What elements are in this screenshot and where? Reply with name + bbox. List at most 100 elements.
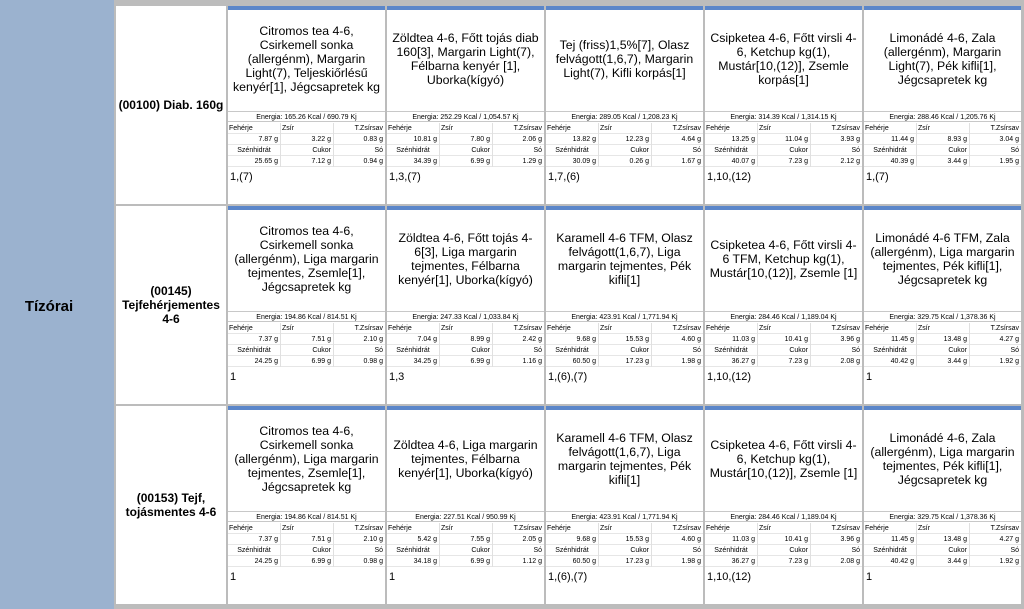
salt-value: 1.67 g [652,156,703,167]
sugar-value: 6.99 g [281,556,333,567]
sat-fat-label: T.Zsírsav [493,323,544,334]
fat-label: Zsír [281,523,333,534]
sugar-value: 6.99 g [440,156,492,167]
sugar-label: Cukor [281,145,333,156]
sugar-label: Cukor [599,345,651,356]
diet-row: (00145) Tejfehérjementes 4-6 Citromos tea… [116,206,1022,404]
sugar-label: Cukor [440,545,492,556]
salt-label: Só [493,145,544,156]
allergen-codes: 1,(6),(7) [548,371,588,383]
fat-label: Zsír [917,123,969,134]
carb-label: Szénhidrát [705,545,757,556]
protein-label: Fehérje [387,323,439,334]
sat-fat-value: 3.96 g [811,334,862,345]
carb-label: Szénhidrát [228,345,280,356]
allergen-codes: 1,10,(12) [707,571,752,583]
carb-value: 24.25 g [228,356,280,367]
energy-value: Energia: 194.86 Kcal / 814.51 Kj [228,511,385,522]
allergen-codes: 1 [230,571,237,583]
allergen-codes: 1,10,(12) [707,371,752,383]
sat-fat-label: T.Zsírsav [493,123,544,134]
allergen-codes: 1,(7) [866,171,889,183]
carb-label: Szénhidrát [864,345,916,356]
day-accent-bar [864,406,1021,410]
carb-label: Szénhidrát [387,545,439,556]
protein-value: 13.25 g [705,134,757,145]
protein-value: 7.04 g [387,334,439,345]
day-accent-bar [228,406,385,410]
sat-fat-label: T.Zsírsav [334,523,385,534]
carb-value: 24.25 g [228,556,280,567]
allergen-codes: 1,3 [389,371,405,383]
sugar-value: 17.23 g [599,356,651,367]
day-cell: Csipketea 4-6, Főtt virsli 4-6, Ketchup … [705,406,862,604]
carb-label: Szénhidrát [546,545,598,556]
protein-value: 9.68 g [546,334,598,345]
day-cell: Citromos tea 4-6, Csirkemell sonka (alle… [228,406,385,604]
carb-label: Szénhidrát [546,145,598,156]
salt-value: 1.95 g [970,156,1021,167]
sat-fat-label: T.Zsírsav [811,123,862,134]
nutrition-table: Fehérje Zsír T.Zsírsav 11.03 g 10.41 g 3.96 g… [705,323,862,367]
protein-label: Fehérje [387,123,439,134]
sugar-value: 6.99 g [440,356,492,367]
sugar-value: 7.23 g [758,156,810,167]
sat-fat-value: 4.60 g [652,334,703,345]
sugar-value: 7.12 g [281,156,333,167]
meal-description: Citromos tea 4-6, Csirkemell sonka (alle… [234,224,379,294]
menu-grid: (00100) Diab. 160g Citromos tea 4-6, Csir… [114,0,1024,609]
nutrition-table: Fehérje Zsír T.Zsírsav 11.45 g 13.48 g 4.27 g… [864,323,1021,367]
salt-label: Só [493,545,544,556]
nutrition-table: Fehérje Zsír T.Zsírsav 5.42 g 7.55 g 2.05 g Sz… [387,523,544,567]
sugar-value: 6.99 g [440,556,492,567]
sat-fat-value: 4.60 g [652,534,703,545]
fat-label: Zsír [758,123,810,134]
energy-value: Energia: 329.75 Kcal / 1,378.36 Kj [864,511,1021,522]
day-accent-bar [546,406,703,410]
sugar-value: 3.44 g [917,156,969,167]
fat-value: 8.99 g [440,334,492,345]
salt-label: Só [970,345,1021,356]
carb-label: Szénhidrát [387,345,439,356]
sat-fat-value: 2.42 g [493,334,544,345]
carb-value: 30.09 g [546,156,598,167]
energy-value: Energia: 289.05 Kcal / 1,208.23 Kj [546,111,703,122]
nutrition-table: Fehérje Zsír T.Zsírsav 13.25 g 11.04 g 3.93 g… [705,123,862,167]
energy-value: Energia: 288.46 Kcal / 1,205.76 Kj [864,111,1021,122]
meal-time-column: Tízórai [0,0,114,609]
energy-value: Energia: 423.91 Kcal / 1,771.94 Kj [546,511,703,522]
day-accent-bar [864,206,1021,210]
diet-name: (00145) Tejfehérjementes 4-6 [116,206,226,404]
carb-value: 36.27 g [705,556,757,567]
sat-fat-label: T.Zsírsav [811,523,862,534]
protein-label: Fehérje [705,523,757,534]
sat-fat-label: T.Zsírsav [652,123,703,134]
fat-label: Zsír [440,523,492,534]
day-cell: Csipketea 4-6, Főtt virsli 4-6, Ketchup … [705,6,862,204]
meal-description: Zöldtea 4-6, Főtt tojás diab 160[3], Mar… [392,31,539,87]
meal-description: Tej (friss)1,5%[7], Olasz felvágott(1,6,… [555,38,694,80]
fat-label: Zsír [281,123,333,134]
salt-label: Só [811,545,862,556]
sat-fat-value: 2.10 g [334,334,385,345]
sat-fat-label: T.Zsírsav [652,323,703,334]
sat-fat-label: T.Zsírsav [493,523,544,534]
sat-fat-label: T.Zsírsav [811,323,862,334]
protein-value: 9.68 g [546,534,598,545]
salt-value: 0.94 g [334,156,385,167]
fat-label: Zsír [440,123,492,134]
allergen-codes: 1 [389,571,396,583]
allergen-codes: 1,10,(12) [707,171,752,183]
nutrition-table: Fehérje Zsír T.Zsírsav 7.87 g 3.22 g 0.83 g Sz… [228,123,385,167]
fat-value: 13.48 g [917,534,969,545]
day-accent-bar [705,6,862,10]
day-accent-bar [705,206,862,210]
fat-value: 3.22 g [281,134,333,145]
energy-value: Energia: 284.46 Kcal / 1,189.04 Kj [705,311,862,322]
meal-description: Csipketea 4-6, Főtt virsli 4-6, Ketchup … [709,438,858,480]
sugar-label: Cukor [599,145,651,156]
protein-value: 11.03 g [705,534,757,545]
